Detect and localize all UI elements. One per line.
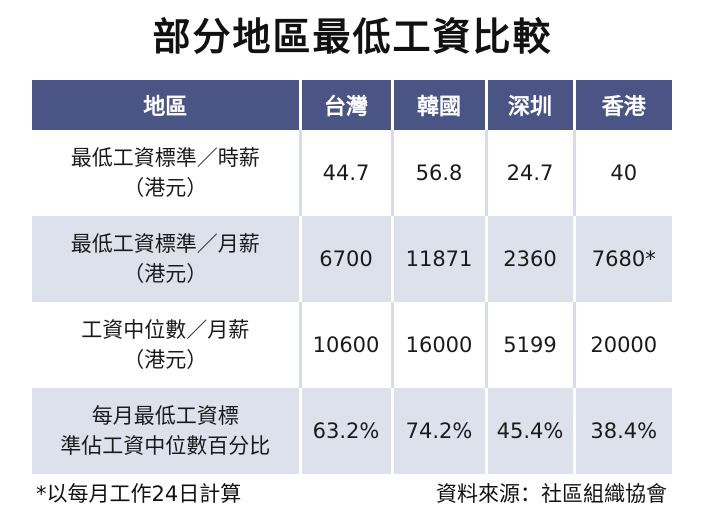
row-label-line-2: 準佔工資中位數百分比 [60, 434, 271, 458]
row-label-line: 最低工資標準／時薪 [70, 146, 260, 170]
cell-hongkong: 40 [574, 130, 672, 216]
table-header-row: 地區 台灣 韓國 深圳 香港 [32, 80, 672, 130]
cell-hongkong: 20000 [574, 302, 672, 388]
table-row: 最低工資標準／時薪 （港元） 44.7 56.8 24.7 40 [32, 130, 672, 216]
cell-shenzhen: 5199 [486, 302, 576, 388]
cell-shenzhen: 24.7 [486, 130, 576, 216]
row-label: 每月最低工資標 準佔工資中位數百分比 [32, 388, 302, 474]
footnote: *以每月工作24日計算 [36, 482, 242, 506]
row-label-line: 工資中位數／月薪 [81, 318, 250, 342]
cell-taiwan: 44.7 [300, 130, 394, 216]
row-label: 最低工資標準／月薪 （港元） [32, 216, 302, 302]
header-hongkong: 香港 [574, 80, 672, 130]
page-title: 部分地區最低工資比較 [152, 15, 553, 59]
cell-korea: 56.8 [392, 130, 488, 216]
cell-taiwan: 63.2% [300, 388, 394, 474]
cell-shenzhen: 2360 [486, 216, 576, 302]
comparison-table: 地區 台灣 韓國 深圳 香港 最低工資標準／時薪 （港元） 44.7 56.8 … [32, 80, 672, 474]
source-credit: 資料來源：社區組織協會 [436, 482, 667, 506]
table-row: 工資中位數／月薪 （港元） 10600 16000 5199 20000 [32, 302, 672, 388]
table-row: 每月最低工資標 準佔工資中位數百分比 63.2% 74.2% 45.4% 38.… [32, 388, 672, 474]
cell-taiwan: 10600 [300, 302, 394, 388]
header-korea: 韓國 [392, 80, 488, 130]
header-shenzhen: 深圳 [486, 80, 576, 130]
cell-taiwan: 6700 [300, 216, 394, 302]
row-label: 最低工資標準／時薪 （港元） [32, 130, 302, 216]
row-label: 工資中位數／月薪 （港元） [32, 302, 302, 388]
row-label-line: 每月最低工資標 [91, 404, 239, 428]
row-label-line: 最低工資標準／月薪 [70, 232, 260, 256]
header-region: 地區 [32, 80, 302, 130]
cell-hongkong: 7680* [574, 216, 672, 302]
row-label-unit: （港元） [123, 176, 208, 200]
header-taiwan: 台灣 [300, 80, 394, 130]
table-row: 最低工資標準／月薪 （港元） 6700 11871 2360 7680* [32, 216, 672, 302]
cell-korea: 11871 [392, 216, 488, 302]
row-label-unit: （港元） [123, 262, 208, 286]
row-label-unit: （港元） [123, 348, 208, 372]
cell-korea: 16000 [392, 302, 488, 388]
cell-korea: 74.2% [392, 388, 488, 474]
cell-shenzhen: 45.4% [486, 388, 576, 474]
cell-hongkong: 38.4% [574, 388, 672, 474]
